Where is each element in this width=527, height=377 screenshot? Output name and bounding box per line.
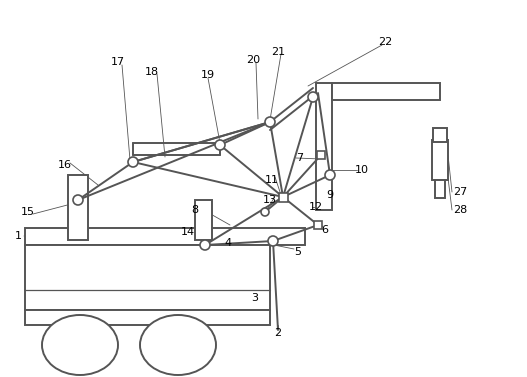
Bar — [278, 193, 288, 201]
Text: 5: 5 — [295, 247, 301, 257]
Text: 20: 20 — [246, 55, 260, 65]
Text: 6: 6 — [321, 225, 328, 235]
Text: 15: 15 — [21, 207, 35, 217]
Bar — [195, 200, 212, 240]
Bar — [314, 221, 322, 229]
Circle shape — [265, 117, 275, 127]
Text: 22: 22 — [378, 37, 392, 47]
Text: 28: 28 — [453, 205, 467, 215]
Text: 17: 17 — [111, 57, 125, 67]
Text: 14: 14 — [181, 227, 195, 237]
Circle shape — [73, 195, 83, 205]
Text: 18: 18 — [145, 67, 159, 77]
Text: 16: 16 — [58, 160, 72, 170]
Text: 8: 8 — [191, 205, 199, 215]
Ellipse shape — [140, 315, 216, 375]
Text: 2: 2 — [275, 328, 281, 338]
Text: 9: 9 — [326, 190, 334, 200]
Circle shape — [200, 240, 210, 250]
Bar — [435, 180, 445, 198]
Bar — [316, 83, 332, 210]
Bar — [68, 175, 88, 240]
Text: 10: 10 — [355, 165, 369, 175]
Text: 19: 19 — [201, 70, 215, 80]
Circle shape — [308, 92, 318, 102]
Circle shape — [268, 236, 278, 246]
Circle shape — [128, 157, 138, 167]
Text: 21: 21 — [271, 47, 285, 57]
Bar — [433, 128, 447, 142]
Text: 4: 4 — [225, 238, 231, 248]
Bar — [25, 310, 270, 325]
Bar — [25, 228, 305, 245]
Ellipse shape — [42, 315, 118, 375]
Bar — [332, 83, 440, 100]
Circle shape — [325, 170, 335, 180]
Circle shape — [261, 208, 269, 216]
Bar — [317, 151, 325, 159]
Text: 1: 1 — [15, 231, 22, 241]
Text: 7: 7 — [296, 153, 304, 163]
Text: 12: 12 — [309, 202, 323, 212]
Bar — [25, 245, 270, 310]
Circle shape — [215, 140, 225, 150]
Text: 11: 11 — [265, 175, 279, 185]
Text: 27: 27 — [453, 187, 467, 197]
Text: 3: 3 — [251, 293, 259, 303]
Bar — [432, 140, 448, 180]
Text: 13: 13 — [263, 195, 277, 205]
